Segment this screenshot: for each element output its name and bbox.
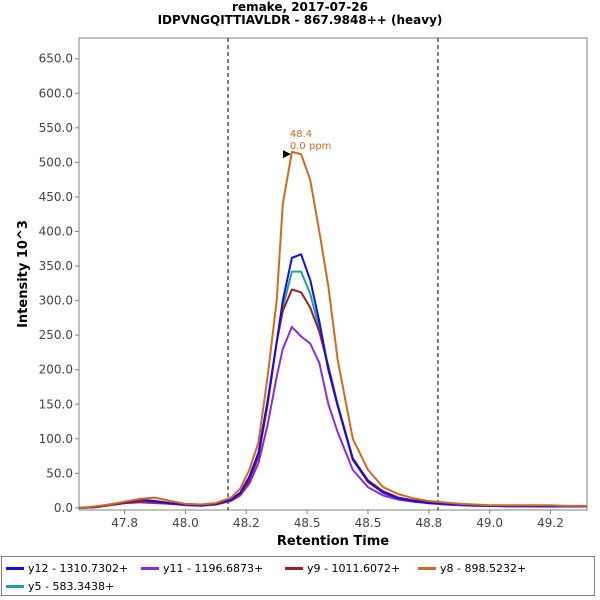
- y-tick-label: 400.0: [39, 224, 73, 238]
- x-tick-label: 48.8: [415, 516, 442, 530]
- legend-item: y11 - 1196.6873+: [141, 560, 263, 576]
- y-tick-label: 650.0: [39, 52, 73, 66]
- y-tick-label: 0.0: [54, 501, 73, 515]
- y-tick-label: 50.0: [46, 466, 73, 480]
- legend: y12 - 1310.7302+ y11 - 1196.6873+ y9 - 101…: [1, 556, 595, 596]
- y-axis-label: Intensity 10^3: [16, 220, 31, 328]
- legend-label: y9 - 1011.6072+: [307, 561, 401, 575]
- legend-item: y5 - 583.3438+: [6, 578, 114, 594]
- peak-rt-label: 48.4: [290, 129, 312, 140]
- x-tick-label: 48.2: [233, 516, 260, 530]
- x-axis-label: Retention Time: [277, 534, 389, 549]
- legend-swatch: [141, 566, 159, 570]
- legend-swatch: [418, 566, 436, 570]
- chart-subtitle: IDPVNGQITTIAVLDR - 867.9848++ (heavy): [157, 13, 443, 27]
- peak-ppm-label: 0.0 ppm: [290, 141, 332, 152]
- x-tick-label: 48.0: [172, 516, 199, 530]
- y-tick-label: 350.0: [39, 259, 73, 273]
- x-tick-label: 49.2: [537, 516, 564, 530]
- legend-swatch: [285, 566, 303, 570]
- legend-label: y5 - 583.3438+: [28, 579, 115, 593]
- y-tick-label: 250.0: [39, 328, 73, 342]
- y-tick-label: 300.0: [39, 294, 73, 308]
- legend-swatch: [6, 584, 24, 588]
- y-tick-label: 550.0: [39, 121, 73, 135]
- x-tick-label: 48.5: [294, 516, 321, 530]
- y-tick-label: 150.0: [39, 397, 73, 411]
- y-tick-label: 100.0: [39, 432, 73, 446]
- legend-label: y11 - 1196.6873+: [163, 561, 264, 575]
- y-tick-label: 450.0: [39, 190, 73, 204]
- legend-item: y8 - 898.5232+: [418, 560, 526, 576]
- x-tick-label: 49.0: [476, 516, 503, 530]
- y-tick-label: 200.0: [39, 363, 73, 377]
- legend-label: y12 - 1310.7302+: [28, 561, 129, 575]
- y-tick-label: 600.0: [39, 86, 73, 100]
- plot-area: [78, 37, 588, 511]
- y-tick-label: 500.0: [39, 155, 73, 169]
- x-tick-label: 48.5: [355, 516, 382, 530]
- peak-marker: [282, 150, 291, 159]
- legend-label: y8 - 898.5232+: [440, 561, 527, 575]
- series-line-y8: [78, 151, 587, 509]
- legend-item: y9 - 1011.6072+: [285, 560, 400, 576]
- chart-title: remake, 2017-07-26: [232, 0, 368, 14]
- x-tick-label: 47.8: [111, 516, 138, 530]
- legend-item: y12 - 1310.7302+: [6, 560, 128, 576]
- legend-swatch: [6, 566, 24, 570]
